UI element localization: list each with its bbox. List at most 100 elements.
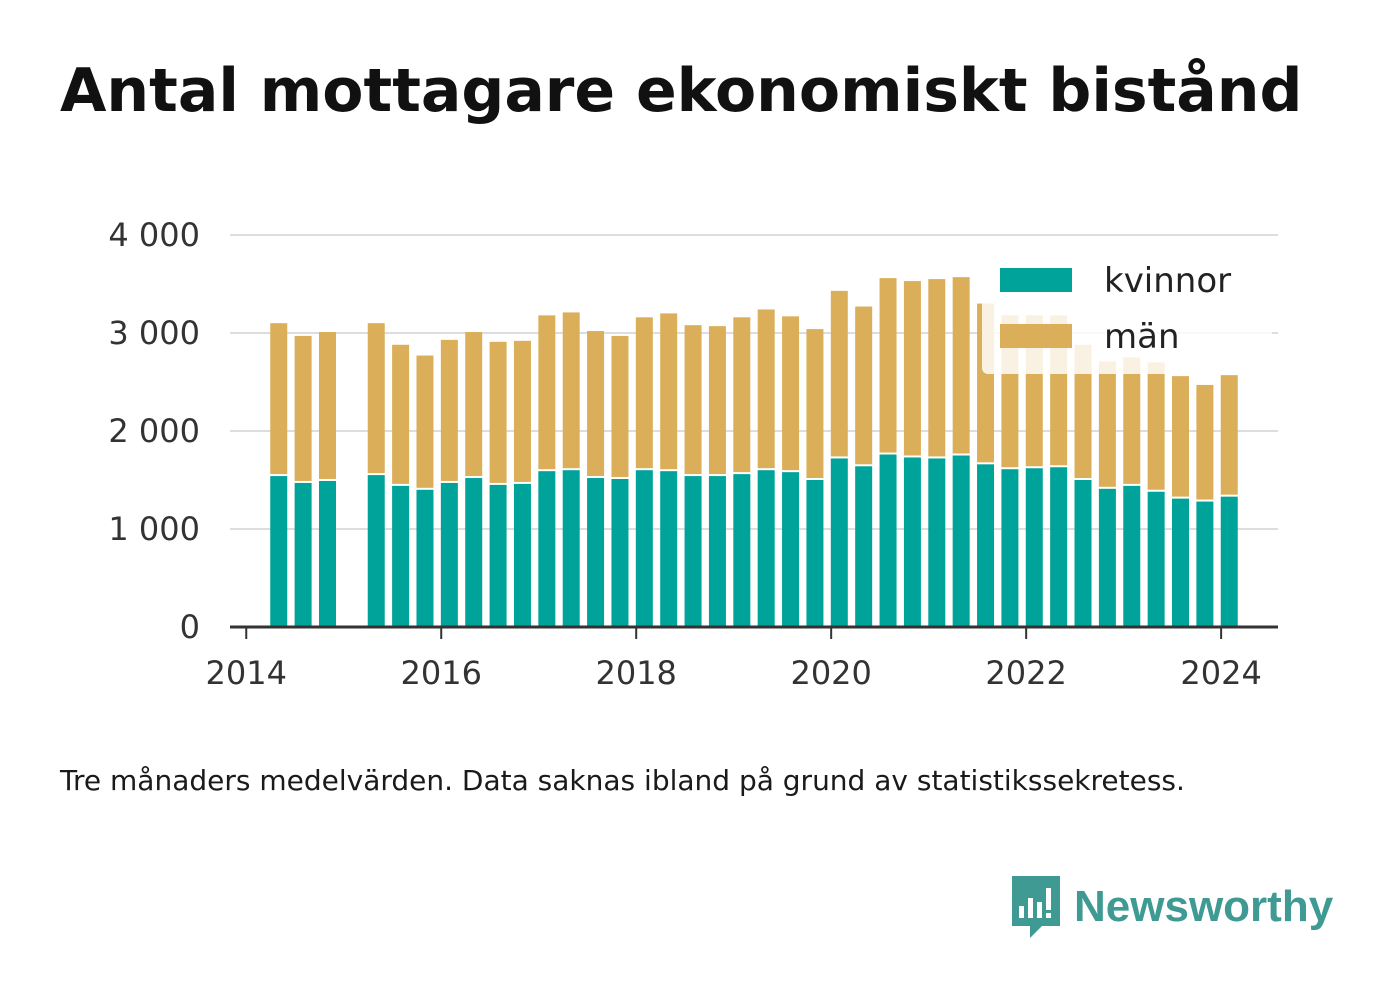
bar-kvinnor bbox=[270, 476, 288, 627]
x-tick-label: 2024 bbox=[1180, 654, 1261, 692]
bar-kvinnor bbox=[1025, 468, 1043, 627]
bar-man bbox=[416, 355, 434, 488]
bar-man bbox=[465, 332, 483, 477]
y-tick-label: 3 000 bbox=[108, 314, 200, 352]
bar-kvinnor bbox=[952, 455, 970, 627]
legend-swatch bbox=[1000, 268, 1072, 292]
bar-man bbox=[879, 278, 897, 453]
legend[interactable]: kvinnor män bbox=[982, 256, 1272, 374]
bar-kvinnor bbox=[903, 457, 921, 627]
bar-kvinnor bbox=[587, 478, 605, 627]
bar-kvinnor bbox=[1074, 480, 1092, 627]
bar-man bbox=[708, 326, 726, 475]
bar-man bbox=[1196, 384, 1214, 500]
bar-man bbox=[538, 315, 556, 470]
bar-man bbox=[367, 323, 385, 474]
x-tick-label: 2016 bbox=[401, 654, 482, 692]
y-tick-label: 0 bbox=[180, 608, 200, 646]
bar-kvinnor bbox=[1001, 469, 1019, 627]
bar-kvinnor bbox=[538, 471, 556, 627]
bar-kvinnor bbox=[1098, 488, 1116, 627]
legend-label: män bbox=[1104, 317, 1180, 357]
bar-kvinnor bbox=[977, 464, 995, 627]
bar-kvinnor bbox=[1147, 491, 1165, 627]
bar-kvinnor bbox=[708, 476, 726, 627]
bar-man bbox=[903, 281, 921, 456]
bar-kvinnor bbox=[392, 485, 410, 627]
bar-kvinnor bbox=[562, 470, 580, 627]
bar-man bbox=[318, 332, 336, 479]
y-tick-label: 1 000 bbox=[108, 510, 200, 548]
bar-man bbox=[733, 317, 751, 473]
bar-kvinnor bbox=[757, 470, 775, 627]
x-tick-label: 2022 bbox=[985, 654, 1066, 692]
y-tick-label: 4 000 bbox=[108, 216, 200, 254]
bar-kvinnor bbox=[318, 480, 336, 627]
bar-kvinnor bbox=[806, 480, 824, 627]
bar-man bbox=[757, 309, 775, 469]
bar-kvinnor bbox=[416, 489, 434, 627]
x-axis bbox=[230, 625, 1278, 639]
bar-kvinnor bbox=[367, 475, 385, 627]
legend-swatch bbox=[1000, 324, 1072, 348]
bar-man bbox=[855, 306, 873, 465]
bar-kvinnor bbox=[465, 478, 483, 627]
bar-kvinnor bbox=[440, 482, 458, 627]
bar-man bbox=[635, 317, 653, 469]
bar-kvinnor bbox=[489, 484, 507, 627]
bar-man bbox=[1123, 357, 1141, 484]
bar-man bbox=[660, 313, 678, 470]
bar-kvinnor bbox=[855, 466, 873, 627]
x-tick-label: 2014 bbox=[206, 654, 287, 692]
bar-man bbox=[1147, 362, 1165, 490]
legend-label: kvinnor bbox=[1104, 261, 1231, 301]
bar-man bbox=[392, 344, 410, 484]
brand-logo[interactable]: Newsworthy bbox=[1010, 876, 1333, 938]
bar-man bbox=[440, 339, 458, 481]
bar-man bbox=[562, 312, 580, 469]
bar-man bbox=[1098, 361, 1116, 487]
bar-man bbox=[684, 325, 702, 475]
bar-kvinnor bbox=[660, 471, 678, 627]
y-tick-labels: 0 1 000 2 000 3 000 4 000 bbox=[108, 216, 200, 646]
bar-man bbox=[806, 329, 824, 478]
bar-kvinnor bbox=[928, 458, 946, 627]
bar-man bbox=[489, 341, 507, 483]
bar-kvinnor bbox=[1220, 496, 1238, 627]
bar-kvinnor bbox=[830, 458, 848, 627]
bar-man bbox=[928, 279, 946, 457]
bar-man bbox=[587, 331, 605, 477]
bar-kvinnor bbox=[1196, 501, 1214, 627]
bar-man bbox=[1220, 375, 1238, 495]
y-tick-label: 2 000 bbox=[108, 412, 200, 450]
bar-man bbox=[294, 335, 312, 481]
bar-man bbox=[1074, 344, 1092, 478]
x-tick-labels: 2014 2016 2018 2020 2022 2024 bbox=[206, 654, 1262, 692]
bar-kvinnor bbox=[684, 476, 702, 627]
x-tick-label: 2020 bbox=[790, 654, 871, 692]
bar-kvinnor bbox=[1123, 485, 1141, 627]
bar-kvinnor bbox=[294, 482, 312, 627]
chart-title: Antal mottagare ekonomiskt bistånd bbox=[60, 56, 1303, 126]
bar-kvinnor bbox=[782, 472, 800, 627]
x-tick-label: 2018 bbox=[595, 654, 676, 692]
bar-man bbox=[270, 323, 288, 475]
bar-man bbox=[611, 335, 629, 478]
bar-kvinnor bbox=[611, 479, 629, 627]
bar-man bbox=[1172, 376, 1190, 497]
brand-name: Newsworthy bbox=[1074, 882, 1334, 931]
bar-chart-speech-bubble-icon bbox=[1012, 876, 1060, 938]
bar-kvinnor bbox=[733, 474, 751, 627]
bar-kvinnor bbox=[1172, 498, 1190, 627]
bar-man bbox=[782, 316, 800, 471]
bar-man bbox=[830, 290, 848, 457]
bar-man bbox=[952, 277, 970, 454]
bar-kvinnor bbox=[635, 470, 653, 627]
bar-kvinnor bbox=[513, 483, 531, 627]
bar-kvinnor bbox=[1050, 467, 1068, 627]
bars bbox=[270, 277, 1238, 627]
bar-kvinnor bbox=[879, 454, 897, 627]
bar-man bbox=[513, 340, 531, 482]
footnote: Tre månaders medelvärden. Data saknas ib… bbox=[60, 764, 1185, 797]
